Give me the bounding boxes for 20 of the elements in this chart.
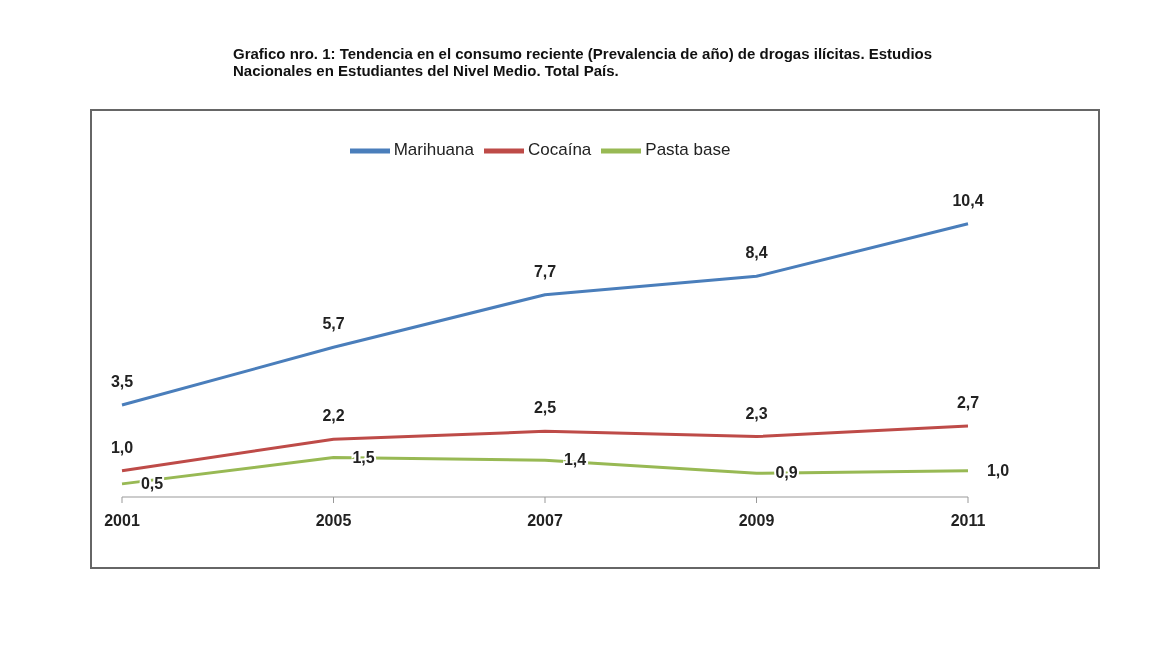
x-tick-label: 2011 (950, 512, 986, 530)
x-tick-label: 2001 (104, 512, 140, 530)
data-label: 2,3 (745, 404, 768, 422)
data-label: 1,0 (986, 461, 1010, 479)
data-label: 2,5 (533, 399, 557, 417)
data-label: 8,4 (745, 244, 768, 262)
x-tick-label: 2009 (738, 512, 775, 530)
legend-label: Cocaína (527, 140, 592, 160)
data-label: 2,7 (956, 394, 980, 412)
data-label: 2,2 (322, 407, 345, 425)
legend-label: Marihuana (393, 140, 474, 160)
data-label: 1,0 (110, 438, 134, 456)
data-label: 10,4 (952, 191, 984, 209)
legend-label: Pasta base (645, 140, 731, 160)
data-label: 7,7 (533, 262, 557, 280)
x-tick-label: 2007 (527, 512, 563, 530)
chart-title: Grafico nro. 1: Tendencia en el consumo reciente (Prevalencia de año) de drogas ilícitas. Estudios Nacionales en Estudiantes del Nivel Medio. Total País. (233, 45, 934, 79)
data-label: 3,5 (110, 373, 134, 391)
data-label: 5,7 (322, 315, 345, 333)
x-tick-label: 2005 (315, 512, 352, 530)
